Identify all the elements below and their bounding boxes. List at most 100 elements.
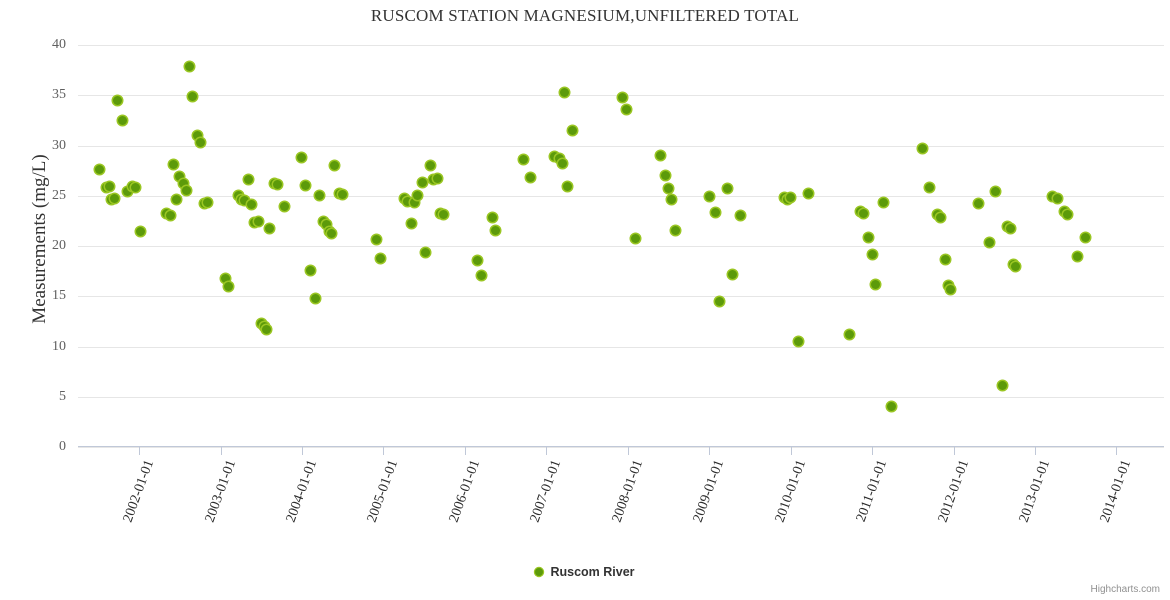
scatter-point[interactable] — [113, 95, 123, 105]
scatter-point[interactable] — [246, 200, 256, 210]
scatter-point[interactable] — [1006, 224, 1016, 234]
scatter-point[interactable] — [867, 249, 877, 259]
scatter-point[interactable] — [1010, 261, 1020, 271]
scatter-point[interactable] — [660, 171, 670, 181]
scatter-point[interactable] — [887, 402, 897, 412]
scatter-point[interactable] — [879, 198, 889, 208]
scatter-point[interactable] — [123, 187, 133, 197]
scatter-point[interactable] — [243, 175, 253, 185]
scatter-point[interactable] — [670, 226, 680, 236]
scatter-point[interactable] — [940, 254, 950, 264]
scatter-point[interactable] — [118, 115, 128, 125]
scatter-point[interactable] — [338, 190, 348, 200]
scatter-point[interactable] — [563, 182, 572, 192]
scatter-point[interactable] — [945, 284, 955, 294]
scatter-point[interactable] — [403, 197, 413, 207]
scatter-point[interactable] — [175, 172, 185, 182]
scatter-point[interactable] — [558, 159, 568, 169]
scatter-point[interactable] — [185, 61, 195, 71]
scatter-point[interactable] — [421, 247, 431, 257]
scatter-point[interactable] — [714, 296, 724, 306]
scatter-point[interactable] — [131, 183, 141, 193]
scatter-point[interactable] — [178, 179, 188, 189]
scatter-point[interactable] — [973, 199, 983, 209]
scatter-point[interactable] — [220, 273, 230, 283]
scatter-point[interactable] — [224, 281, 234, 291]
scatter-point[interactable] — [488, 213, 498, 223]
legend-item-ruscom-river[interactable]: Ruscom River — [535, 565, 635, 579]
scatter-point[interactable] — [491, 226, 501, 236]
scatter-point[interactable] — [844, 329, 854, 339]
scatter-point[interactable] — [375, 253, 385, 263]
scatter-point[interactable] — [664, 184, 673, 194]
scatter-point[interactable] — [711, 208, 721, 218]
scatter-point[interactable] — [476, 270, 486, 280]
scatter-point[interactable] — [300, 181, 310, 191]
scatter-point[interactable] — [240, 196, 250, 206]
scatter-point[interactable] — [667, 195, 677, 205]
scatter-point[interactable] — [786, 193, 796, 203]
scatter-point[interactable] — [188, 91, 198, 101]
scatter-point[interactable] — [984, 238, 994, 248]
scatter-point[interactable] — [621, 104, 631, 114]
scatter-point[interactable] — [794, 336, 804, 346]
scatter-point[interactable] — [473, 255, 483, 265]
scatter-point[interactable] — [264, 224, 274, 234]
scatter-point[interactable] — [804, 189, 814, 199]
scatter-point[interactable] — [136, 227, 146, 237]
scatter-point[interactable] — [704, 192, 714, 202]
scatter-point[interactable] — [330, 161, 340, 171]
scatter-point[interactable] — [997, 381, 1007, 391]
scatter-point[interactable] — [372, 235, 382, 245]
scatter-point[interactable] — [326, 229, 336, 239]
scatter-point[interactable] — [1053, 194, 1063, 204]
scatter-point[interactable] — [409, 198, 419, 208]
scatter-point[interactable] — [406, 219, 416, 229]
scatter-point[interactable] — [196, 137, 206, 147]
scatter-point[interactable] — [870, 279, 880, 289]
scatter-point[interactable] — [432, 174, 442, 184]
scatter-point[interactable] — [1048, 192, 1058, 202]
scatter-point[interactable] — [168, 160, 178, 170]
scatter-point[interactable] — [936, 213, 946, 223]
scatter-point[interactable] — [315, 191, 325, 201]
scatter-point[interactable] — [859, 209, 869, 219]
scatter-point[interactable] — [549, 152, 559, 162]
scatter-point[interactable] — [305, 265, 315, 275]
scatter-point[interactable] — [924, 183, 934, 193]
scatter-point[interactable] — [418, 178, 428, 188]
scatter-point[interactable] — [297, 153, 307, 163]
scatter-point[interactable] — [735, 211, 745, 221]
scatter-point[interactable] — [918, 144, 928, 153]
scatter-point[interactable] — [261, 324, 271, 334]
scatter-point[interactable] — [279, 202, 289, 212]
scatter-point[interactable] — [321, 220, 331, 230]
scatter-point[interactable] — [310, 293, 320, 303]
scatter-point[interactable] — [439, 210, 449, 220]
scatter-point[interactable] — [203, 198, 212, 208]
scatter-point[interactable] — [519, 155, 529, 165]
scatter-point[interactable] — [426, 161, 436, 171]
scatter-point[interactable] — [1072, 251, 1082, 261]
highcharts-credits-link[interactable]: Highcharts.com — [1090, 584, 1160, 595]
scatter-point[interactable] — [181, 186, 191, 196]
scatter-point[interactable] — [722, 184, 732, 194]
scatter-point[interactable] — [413, 191, 423, 201]
scatter-point[interactable] — [554, 154, 564, 164]
scatter-point[interactable] — [567, 125, 577, 135]
scatter-point[interactable] — [864, 233, 874, 243]
scatter-point[interactable] — [253, 217, 263, 227]
scatter-point[interactable] — [165, 211, 175, 221]
scatter-point[interactable] — [110, 194, 120, 204]
scatter-point[interactable] — [618, 92, 628, 102]
scatter-point[interactable] — [525, 173, 535, 183]
scatter-point[interactable] — [631, 234, 641, 244]
scatter-point[interactable] — [193, 130, 203, 140]
scatter-point[interactable] — [991, 187, 1001, 197]
scatter-point[interactable] — [727, 269, 737, 279]
scatter-point[interactable] — [172, 195, 182, 205]
scatter-point[interactable] — [1063, 210, 1073, 220]
scatter-point[interactable] — [273, 180, 283, 190]
scatter-point[interactable] — [655, 151, 665, 161]
scatter-point[interactable] — [1081, 233, 1091, 243]
